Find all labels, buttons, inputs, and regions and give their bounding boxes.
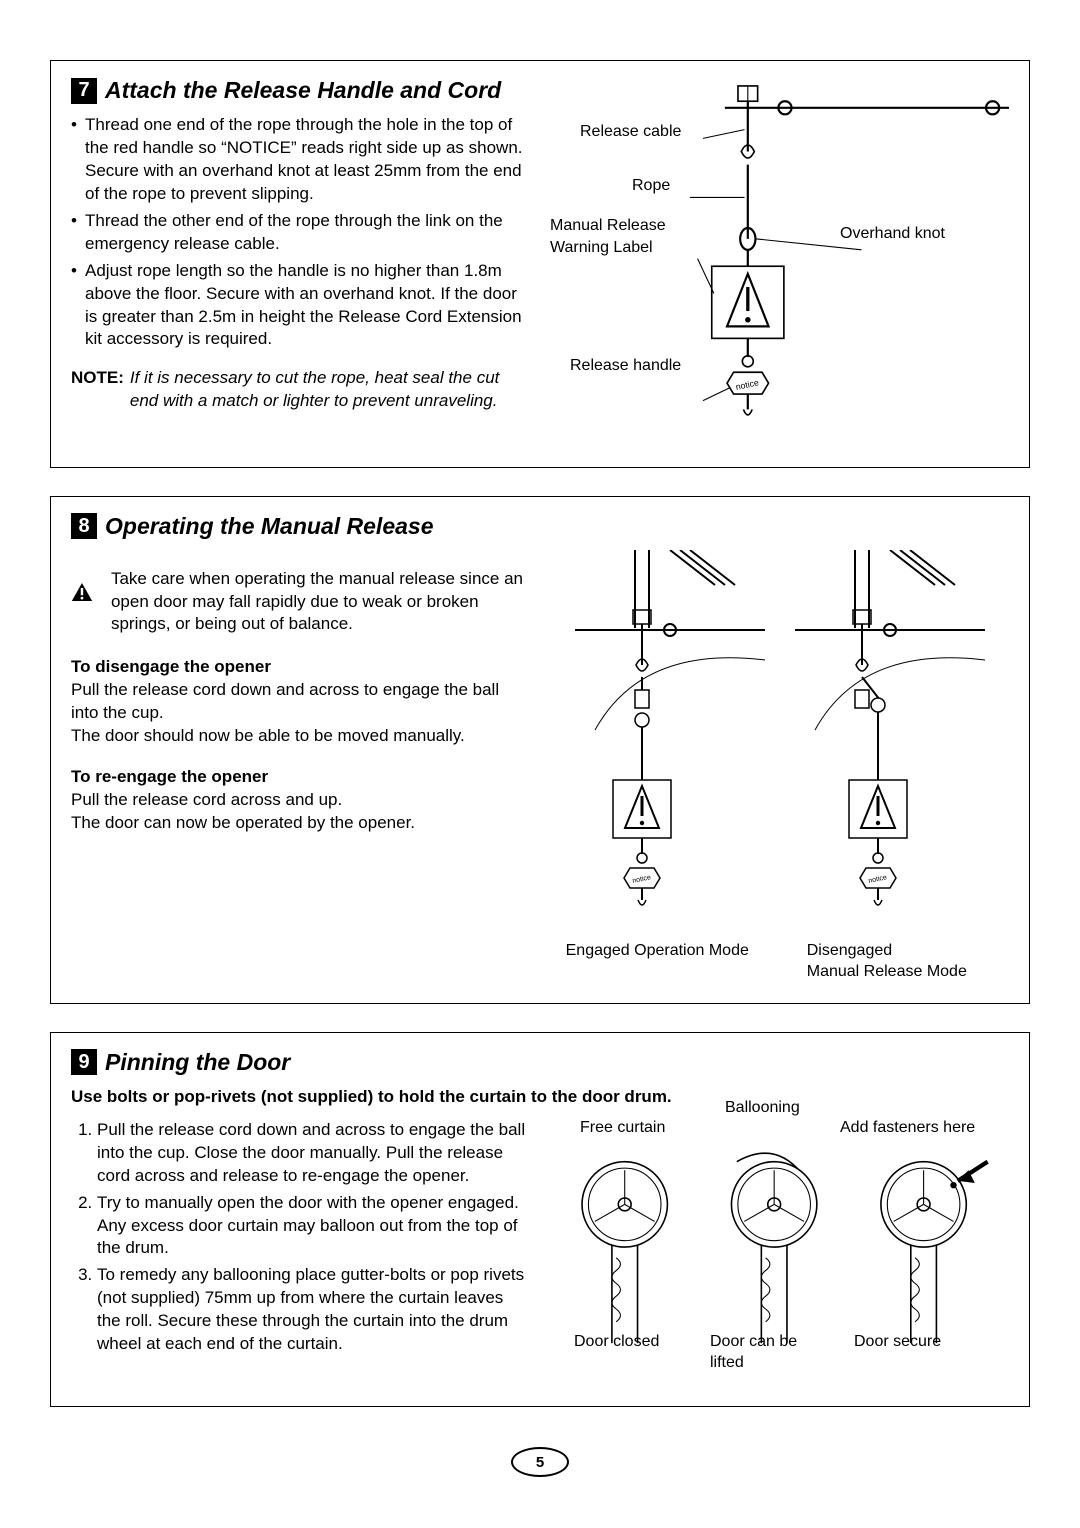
note-label: NOTE: [71,367,124,413]
step7-bullet: Thread one end of the rope through the h… [71,114,530,206]
step7-bullets: Thread one end of the rope through the h… [71,114,530,351]
step9-header: 9 Pinning the Door [71,1047,1009,1078]
step9-title: Pinning the Door [105,1047,290,1078]
step7-note: NOTE: If it is necessary to cut the rope… [71,367,530,413]
step8-title: Operating the Manual Release [105,511,433,542]
step9-list: Pull the release cord down and across to… [71,1119,530,1356]
label-free-curtain: Free curtain [580,1117,665,1139]
page-footer: 5 [50,1447,1030,1477]
step7-diagram: notice Release cable Rope Manual Release… [550,75,1009,447]
label-ballooning: Ballooning [725,1097,800,1119]
step7-bullet: Adjust rope length so the handle is no h… [71,260,530,352]
step7-title: Attach the Release Handle and Cord [105,75,501,106]
step9-text: Pull the release cord down and across to… [71,1119,530,1386]
step9-item: Pull the release cord down and across to… [97,1119,530,1188]
engaged-svg: notice [575,550,765,930]
label-handle: Release handle [570,355,681,377]
step7-text: 7 Attach the Release Handle and Cord Thr… [71,75,530,447]
step8-captions: Engaged Operation Mode Disengaged Manual… [550,940,1009,983]
caption-disengaged-1: Disengaged [807,940,997,962]
caption-engaged: Engaged Operation Mode [562,940,752,983]
label-warning: Manual Release Warning Label [550,215,685,258]
disengage-heading: To disengage the opener [71,656,530,679]
step7-panel: 7 Attach the Release Handle and Cord Thr… [50,60,1030,468]
label-add-fasteners: Add fasteners here [840,1117,975,1139]
note-text: If it is necessary to cut the rope, heat… [130,367,530,413]
label-door-lifted: Door can be lifted [710,1331,810,1374]
reengage-line: The door can now be operated by the open… [71,812,530,835]
page-number: 5 [511,1447,569,1477]
disengaged-svg: notice [795,550,985,930]
caption-disengaged-2: Manual Release Mode [807,961,997,983]
label-knot: Overhand knot [840,223,945,245]
step7-bullet: Thread the other end of the rope through… [71,210,530,256]
warning-icon [71,568,93,616]
step8-diagram: notice [550,550,1009,983]
step8-warning-row: Take care when operating the manual rele… [71,568,530,637]
step8-panel: 8 Operating the Manual Release Take care… [50,496,1030,1004]
step9-diagram: Free curtain Ballooning Add fasteners he… [550,1119,1009,1386]
step9-panel: 9 Pinning the Door Use bolts or pop-rive… [50,1032,1030,1407]
reengage-heading: To re-engage the opener [71,766,530,789]
label-door-secure: Door secure [854,1331,941,1353]
label-release-cable: Release cable [580,121,681,143]
step8-header: 8 Operating the Manual Release [71,511,1009,542]
step8-warning-text: Take care when operating the manual rele… [111,568,530,637]
step8-number: 8 [71,513,97,539]
label-rope: Rope [632,175,670,197]
label-door-closed: Door closed [574,1331,659,1353]
step9-item: To remedy any ballooning place gutter-bo… [97,1264,530,1356]
disengage-line: Pull the release cord down and across to… [71,679,530,725]
step7-number: 7 [71,78,97,104]
reengage-line: Pull the release cord across and up. [71,789,530,812]
disengage-line: The door should now be able to be moved … [71,725,530,748]
step9-item: Try to manually open the door with the o… [97,1192,530,1261]
step7-header: 7 Attach the Release Handle and Cord [71,75,530,106]
step8-text: Take care when operating the manual rele… [71,550,530,983]
step9-intro: Use bolts or pop-rivets (not supplied) t… [71,1086,1009,1109]
step9-number: 9 [71,1049,97,1075]
